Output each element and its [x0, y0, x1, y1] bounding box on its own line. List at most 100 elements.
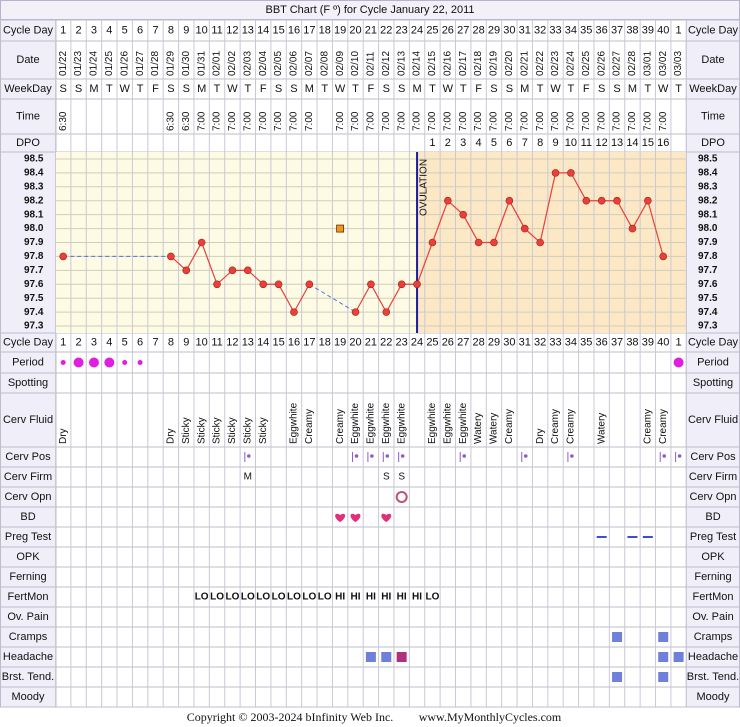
cycle-day: 35: [580, 24, 592, 36]
row-label: BD: [705, 511, 720, 523]
cycle-day: 12: [226, 336, 238, 348]
cycle-day: 36: [596, 24, 608, 36]
row-label: Date: [701, 54, 724, 66]
date-cell: 03/03: [673, 51, 684, 76]
cycle-day: 19: [334, 24, 346, 36]
y-tick-label: 97.8: [24, 251, 44, 262]
row-bg: [0, 466, 740, 488]
cycle-day: 39: [642, 336, 654, 348]
y-tick-label: 97.3: [698, 321, 718, 332]
cerv-pos-icon: [382, 452, 390, 462]
cerv_fluid-cell: Creamy: [504, 409, 515, 444]
cerv-firm: S: [383, 472, 390, 483]
temperature-point: [582, 196, 591, 205]
y-tick-label: 97.5: [698, 293, 718, 304]
date-cell: 01/27: [135, 51, 146, 76]
cycle-day: 26: [442, 24, 454, 36]
cycle-day: 25: [426, 336, 438, 348]
row-label: Cerv Opn: [689, 491, 736, 503]
cycle-day: 13: [242, 24, 254, 36]
weekday-cell: F: [260, 83, 267, 95]
time-cell: 7:00: [350, 111, 361, 131]
fertmon: LO: [425, 592, 439, 603]
time-cell: 7:00: [381, 111, 392, 131]
cycle-day: 5: [122, 24, 128, 36]
weekday-cell: F: [152, 83, 159, 95]
time-cell: 7:00: [427, 111, 438, 131]
row-label: Preg Test: [5, 531, 51, 543]
y-tick-label: 98.1: [698, 209, 718, 220]
y-tick-label: 97.5: [24, 293, 44, 304]
cerv-pos-dot: [462, 454, 467, 458]
y-tick-label: 98.2: [24, 195, 44, 206]
cycle-day: 14: [257, 336, 269, 348]
temperature-point: [305, 280, 314, 289]
cerv-pos-icon: [367, 452, 374, 462]
cycle-day: 19: [334, 336, 346, 348]
temperature-point: [490, 238, 498, 247]
weekday-cell: T: [460, 83, 467, 95]
bd-heart: [335, 513, 346, 522]
headache-marker: [396, 652, 407, 662]
cerv-pos-icon: [244, 452, 251, 462]
time-cell: 7:00: [596, 111, 607, 131]
fertmon: LO: [318, 592, 332, 603]
cycle-day: 17: [303, 336, 315, 348]
fertmon: LO: [210, 592, 224, 603]
row-label: Ov. Pain: [7, 611, 48, 623]
fertmon: LO: [272, 592, 286, 603]
date-cell: 02/27: [612, 51, 623, 76]
cerv_fluid-cell: Dry: [535, 428, 546, 444]
cycle-day: 15: [272, 336, 284, 348]
time-cell: 7:00: [473, 111, 484, 131]
y-tick-label: 97.6: [24, 279, 44, 290]
cycle-day: 38: [626, 24, 638, 36]
y-tick-label: 98.0: [698, 223, 718, 234]
y-tick-label: 97.4: [698, 307, 718, 318]
cycle-day: 36: [596, 336, 608, 348]
weekday-cell: T: [675, 83, 682, 95]
cerv-pos-dot: [247, 454, 251, 458]
dpo-cell: 7: [522, 137, 528, 149]
row-bg: [0, 486, 740, 508]
cycle-day: 30: [503, 336, 515, 348]
temperature-point: [197, 238, 206, 247]
row-label: Cycle Day: [3, 336, 54, 348]
cycle-day: 28: [472, 336, 484, 348]
fertmon: HI: [351, 592, 361, 603]
y-tick-label: 98.5: [698, 154, 718, 165]
discarded-temperature: [336, 224, 345, 233]
weekday-cell: S: [383, 83, 390, 95]
cycle-day: 32: [534, 336, 546, 348]
row-bg: [0, 686, 740, 708]
cerv_fluid-cell: Creamy: [658, 409, 669, 444]
dpo-cell: 10: [565, 137, 577, 149]
temperature-point: [351, 308, 360, 316]
time-cell: 7:00: [335, 111, 346, 131]
y-tick-label: 98.4: [698, 168, 718, 179]
cycle-day: 11: [211, 336, 222, 348]
cramps-marker: [612, 632, 623, 642]
row-label: Cycle Day: [688, 24, 739, 36]
date-cell: 01/22: [58, 51, 69, 76]
time-cell: 7:00: [658, 111, 669, 131]
date-cell: 02/21: [519, 51, 530, 76]
weekday-cell: M: [197, 83, 206, 95]
cerv_fluid-cell: Watery: [473, 413, 484, 444]
cerv_fluid-cell: Sticky: [258, 417, 269, 444]
cycle-day: 14: [257, 24, 269, 36]
row-label: DPO: [16, 137, 40, 149]
dpo-cell: 1: [429, 137, 435, 149]
cycle-day: 16: [288, 24, 300, 36]
date-cell: 02/13: [396, 51, 407, 76]
dpo-cell: 15: [642, 137, 654, 149]
cycle-day: 5: [122, 336, 128, 348]
weekday-cell: S: [183, 83, 190, 95]
cycle-day: 34: [565, 24, 577, 36]
weekday-cell: T: [352, 83, 359, 95]
cycle-day: 4: [106, 24, 112, 36]
time-cell: 7:00: [366, 111, 377, 131]
cycle-day: 39: [642, 24, 654, 36]
cerv_fluid-cell: Eggwhite: [442, 402, 453, 444]
cycle-day: 25: [426, 24, 438, 36]
